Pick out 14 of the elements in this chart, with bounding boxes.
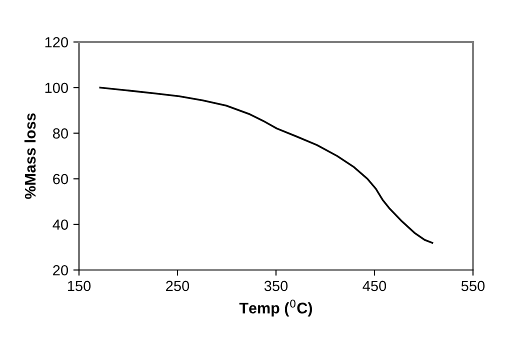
y-axis-title: %Mass loss <box>24 113 36 199</box>
y-tick-label: 80 <box>52 128 68 139</box>
x-tick-label: 150 <box>68 280 91 292</box>
y-tick-label: 120 <box>45 37 68 48</box>
x-tick-label: 250 <box>166 280 190 292</box>
x-axis-title: Temp ($^{0}$C) <box>239 300 312 317</box>
x-tick-label: 350 <box>264 280 288 292</box>
x-tick-label: 450 <box>362 280 386 292</box>
y-tick-label: 20 <box>53 265 68 276</box>
y-tick-label: 40 <box>52 220 68 230</box>
y-tick-label: 60 <box>53 174 68 184</box>
y-tick-label: 100 <box>45 82 68 94</box>
line-series <box>99 86 434 244</box>
x-tick-label: 550 <box>461 280 485 292</box>
